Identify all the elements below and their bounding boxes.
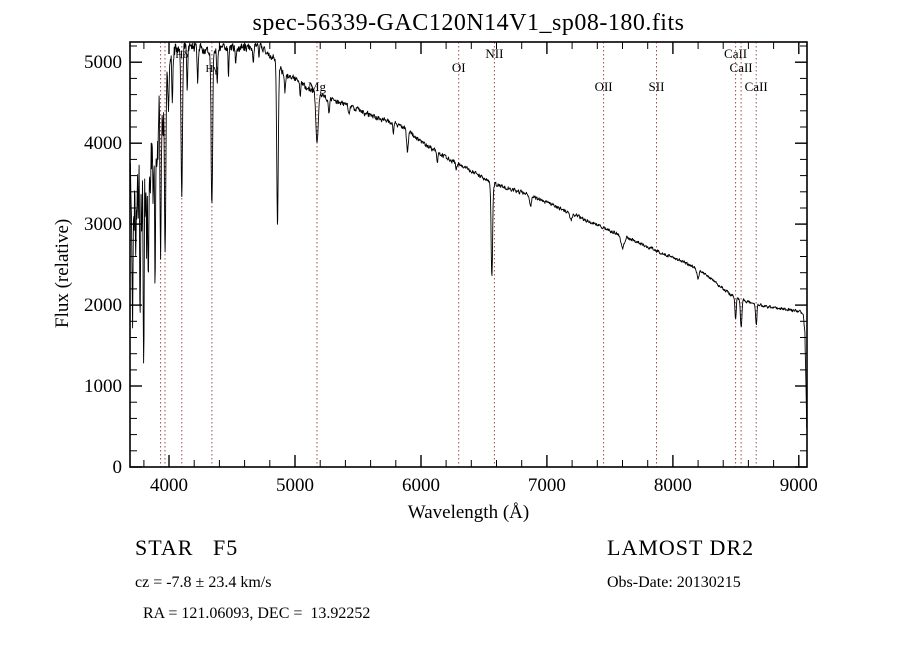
spectral-line-label: CaII	[745, 79, 768, 94]
plot-title: spec-56339-GAC120N14V1_sp08-180.fits	[252, 10, 685, 36]
x-tick-label: 5000	[276, 475, 314, 496]
plot-frame	[129, 41, 808, 468]
y-tick-label: 3000	[84, 214, 122, 235]
coordinates-label: RA = 121.06093, DEC = 13.92252	[143, 605, 371, 622]
y-tick-label: 5000	[84, 52, 122, 73]
x-axis-label: Wavelength (Å)	[407, 502, 530, 523]
spectral-line-label: CaII	[724, 46, 747, 61]
object-class-label: STAR F5	[135, 535, 239, 560]
survey-label: LAMOST DR2	[607, 535, 755, 560]
x-tick-label: 8000	[654, 475, 692, 496]
radial-velocity-label: cz = -7.8 ± 23.4 km/s	[135, 574, 272, 591]
spectral-line-label: Hδ	[175, 49, 188, 61]
y-tick-label: 0	[113, 457, 123, 478]
spectral-line-label: OII	[595, 79, 613, 94]
spectral-line-label: SII	[649, 79, 665, 94]
y-tick-label: 4000	[84, 133, 122, 154]
spectrum-curve	[129, 42, 808, 429]
spectral-line-label: Hγ	[205, 63, 218, 75]
x-tick-label: 9000	[780, 475, 818, 496]
y-tick-label: 2000	[84, 295, 122, 316]
x-tick-label: 4000	[150, 475, 188, 496]
obs-date-label: Obs-Date: 20130215	[607, 574, 741, 591]
x-tick-label: 7000	[528, 475, 566, 496]
spectral-line-label: CaII	[730, 60, 753, 75]
y-tick-label: 1000	[84, 376, 122, 397]
x-tick-label: 6000	[402, 475, 440, 496]
spectral-line-label: NII	[485, 46, 503, 61]
spectral-line-label: OI	[452, 60, 466, 75]
